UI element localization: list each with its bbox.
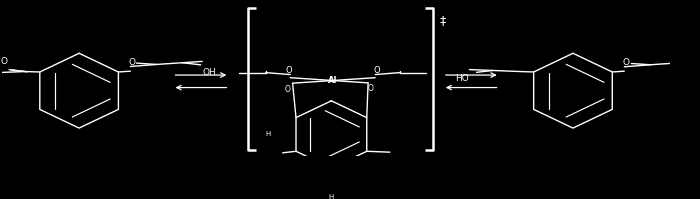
Text: O: O: [0, 57, 7, 66]
Text: O: O: [129, 58, 136, 67]
Text: O: O: [284, 85, 290, 94]
Text: Al: Al: [328, 76, 337, 85]
Text: O: O: [622, 58, 629, 67]
Text: HO: HO: [455, 74, 468, 83]
Text: O: O: [286, 65, 292, 75]
Text: H: H: [265, 132, 270, 138]
Text: O: O: [368, 84, 374, 94]
Text: OH: OH: [202, 68, 216, 77]
Text: ‡: ‡: [440, 14, 446, 27]
Text: O: O: [699, 68, 700, 77]
Text: H: H: [329, 194, 334, 199]
Text: O: O: [373, 65, 380, 75]
